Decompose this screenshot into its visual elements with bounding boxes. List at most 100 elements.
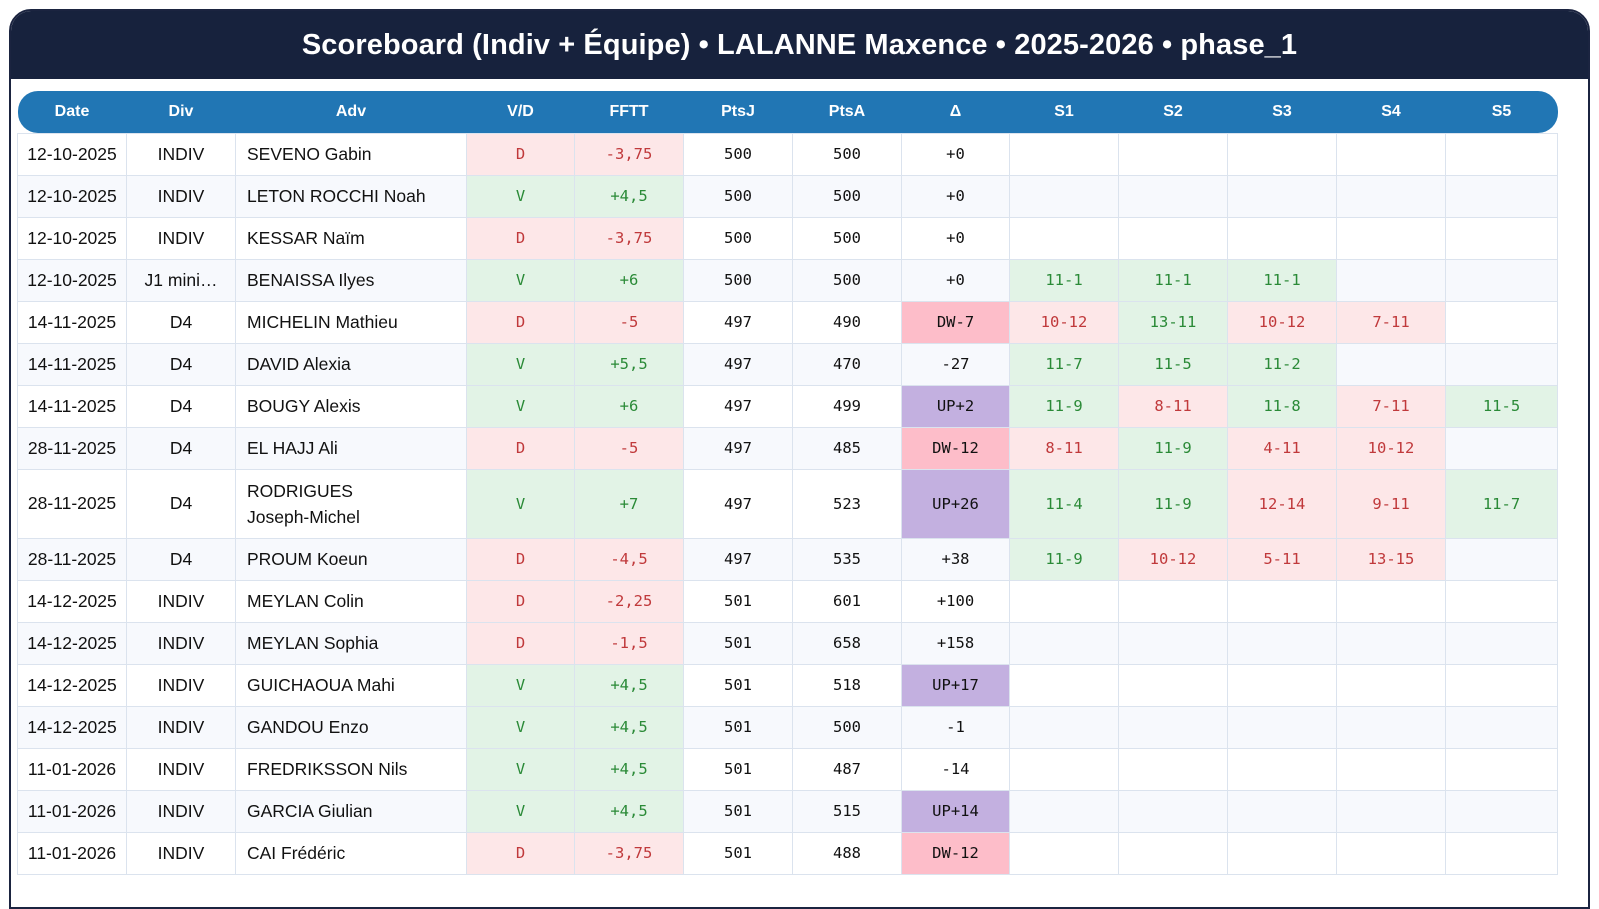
- cell-delta: UP+26: [901, 468, 1010, 539]
- cell-set-4: [1336, 789, 1446, 833]
- cell-set-1: [1009, 621, 1119, 665]
- cell-set-5: [1445, 426, 1558, 470]
- cell-division: D4: [126, 426, 236, 470]
- cell-fftt-points: -5: [574, 426, 684, 470]
- column-header-vd[interactable]: V/D: [466, 91, 575, 133]
- table-row[interactable]: 12-10-2025 INDIV SEVENO Gabin D -3,75 500 500 +…: [17, 132, 1558, 176]
- table-row[interactable]: 11-01-2026 INDIV GARCIA Giulian V +4,5 501 515…: [17, 789, 1558, 833]
- cell-set-3: [1227, 579, 1337, 623]
- cell-set-4: 10-12: [1336, 426, 1446, 470]
- table-row[interactable]: 12-10-2025 INDIV KESSAR Naïm D -3,75 500 500 +0: [17, 216, 1558, 260]
- cell-set-5: [1445, 342, 1558, 386]
- cell-result: V: [466, 342, 575, 386]
- table-row[interactable]: 14-11-2025 D4 MICHELIN Mathieu D -5 497 490 DW-…: [17, 300, 1558, 344]
- cell-set-2: 11-5: [1118, 342, 1228, 386]
- cell-division: INDIV: [126, 621, 236, 665]
- cell-date: 14-12-2025: [17, 705, 127, 749]
- column-header-adv[interactable]: Adv: [235, 91, 467, 133]
- cell-delta: +100: [901, 579, 1010, 623]
- scoreboard-table: Date Div Adv V/D FFTT PtsJ PtsA Δ S1 S2 …: [17, 91, 1558, 875]
- cell-division: D4: [126, 537, 236, 581]
- table-row[interactable]: 12-10-2025 INDIV LETON ROCCHI Noah V +4,5 500…: [17, 174, 1558, 218]
- cell-opponent: FREDRIKSSON Nils: [235, 747, 467, 791]
- cell-player-points: 497: [683, 426, 793, 470]
- cell-opponent-points: 601: [792, 579, 902, 623]
- cell-result: V: [466, 468, 575, 539]
- cell-player-points: 501: [683, 621, 793, 665]
- opponent-name-line: EL HAJJ Ali: [247, 438, 338, 458]
- cell-set-1: 11-4: [1009, 468, 1119, 539]
- cell-set-3: 12-14: [1227, 468, 1337, 539]
- cell-opponent: GANDOU Enzo: [235, 705, 467, 749]
- cell-set-4: [1336, 747, 1446, 791]
- cell-division: INDIV: [126, 663, 236, 707]
- table-row[interactable]: 14-11-2025 D4 DAVID Alexia V +5,5 497 470 -27 11…: [17, 342, 1558, 386]
- table-row[interactable]: 28-11-2025 D4 PROUM Koeun D -4,5 497 535 +38 11-…: [17, 537, 1558, 581]
- opponent-name-line: GUICHAOUA Mahi: [247, 675, 395, 695]
- cell-division: J1 mini…: [126, 258, 236, 302]
- cell-set-3: [1227, 174, 1337, 218]
- cell-set-3: 11-2: [1227, 342, 1337, 386]
- cell-player-points: 500: [683, 216, 793, 260]
- cell-delta: UP+17: [901, 663, 1010, 707]
- cell-date: 12-10-2025: [17, 174, 127, 218]
- cell-division: D4: [126, 468, 236, 539]
- cell-set-4: 7-11: [1336, 300, 1446, 344]
- cell-fftt-points: +4,5: [574, 747, 684, 791]
- cell-set-3: [1227, 132, 1337, 176]
- column-header-delta[interactable]: Δ: [901, 91, 1010, 133]
- cell-set-5: [1445, 132, 1558, 176]
- column-header-ptsj[interactable]: PtsJ: [683, 91, 793, 133]
- column-header-ptsa[interactable]: PtsA: [792, 91, 902, 133]
- cell-result: V: [466, 384, 575, 428]
- column-header-date[interactable]: Date: [17, 91, 127, 133]
- table-row[interactable]: 14-12-2025 INDIV MEYLAN Sophia D -1,5 501 658 +…: [17, 621, 1558, 665]
- cell-result: D: [466, 579, 575, 623]
- cell-opponent: GUICHAOUA Mahi: [235, 663, 467, 707]
- cell-set-5: 11-7: [1445, 468, 1558, 539]
- table-row[interactable]: 11-01-2026 INDIV FREDRIKSSON Nils V +4,5 501 4…: [17, 747, 1558, 791]
- table-row[interactable]: 28-11-2025 D4 EL HAJJ Ali D -5 497 485 DW-12 8-1…: [17, 426, 1558, 470]
- cell-fftt-points: -5: [574, 300, 684, 344]
- cell-opponent: CAI Frédéric: [235, 831, 467, 875]
- cell-fftt-points: -3,75: [574, 132, 684, 176]
- column-header-div[interactable]: Div: [126, 91, 236, 133]
- table-row[interactable]: 14-12-2025 INDIV MEYLAN Colin D -2,25 501 601 +…: [17, 579, 1558, 623]
- cell-division: INDIV: [126, 789, 236, 833]
- table-row[interactable]: 14-11-2025 D4 BOUGY Alexis V +6 497 499 UP+2 11-…: [17, 384, 1558, 428]
- cell-date: 28-11-2025: [17, 468, 127, 539]
- column-header-s3[interactable]: S3: [1227, 91, 1337, 133]
- cell-division: INDIV: [126, 216, 236, 260]
- cell-opponent-points: 500: [792, 705, 902, 749]
- cell-opponent: BOUGY Alexis: [235, 384, 467, 428]
- table-row[interactable]: 14-12-2025 INDIV GUICHAOUA Mahi V +4,5 501 518…: [17, 663, 1558, 707]
- cell-result: D: [466, 537, 575, 581]
- cell-set-2: 8-11: [1118, 384, 1228, 428]
- column-header-s1[interactable]: S1: [1009, 91, 1119, 133]
- cell-result: V: [466, 747, 575, 791]
- table-row[interactable]: 28-11-2025 D4 RODRIGUES Joseph-Michel V +7 497…: [17, 468, 1558, 539]
- table-row[interactable]: 12-10-2025 J1 mini… BENAISSA Ilyes V +6 500 50…: [17, 258, 1558, 302]
- column-header-fftt[interactable]: FFTT: [574, 91, 684, 133]
- cell-opponent-points: 470: [792, 342, 902, 386]
- cell-fftt-points: +4,5: [574, 705, 684, 749]
- cell-set-5: [1445, 300, 1558, 344]
- column-header-s2[interactable]: S2: [1118, 91, 1228, 133]
- table-row[interactable]: 14-12-2025 INDIV GANDOU Enzo V +4,5 501 500 -1: [17, 705, 1558, 749]
- column-header-s5[interactable]: S5: [1445, 91, 1558, 133]
- cell-set-1: [1009, 132, 1119, 176]
- cell-delta: DW-12: [901, 426, 1010, 470]
- cell-set-4: [1336, 705, 1446, 749]
- cell-set-3: [1227, 789, 1337, 833]
- table-row[interactable]: 11-01-2026 INDIV CAI Frédéric D -3,75 501 488 D…: [17, 831, 1558, 875]
- cell-fftt-points: -3,75: [574, 216, 684, 260]
- cell-set-5: [1445, 537, 1558, 581]
- cell-result: D: [466, 300, 575, 344]
- cell-fftt-points: -2,25: [574, 579, 684, 623]
- cell-opponent: MICHELIN Mathieu: [235, 300, 467, 344]
- cell-set-1: 11-1: [1009, 258, 1119, 302]
- opponent-name-line: MEYLAN Sophia: [247, 633, 379, 653]
- cell-set-1: [1009, 663, 1119, 707]
- cell-set-4: 9-11: [1336, 468, 1446, 539]
- column-header-s4[interactable]: S4: [1336, 91, 1446, 133]
